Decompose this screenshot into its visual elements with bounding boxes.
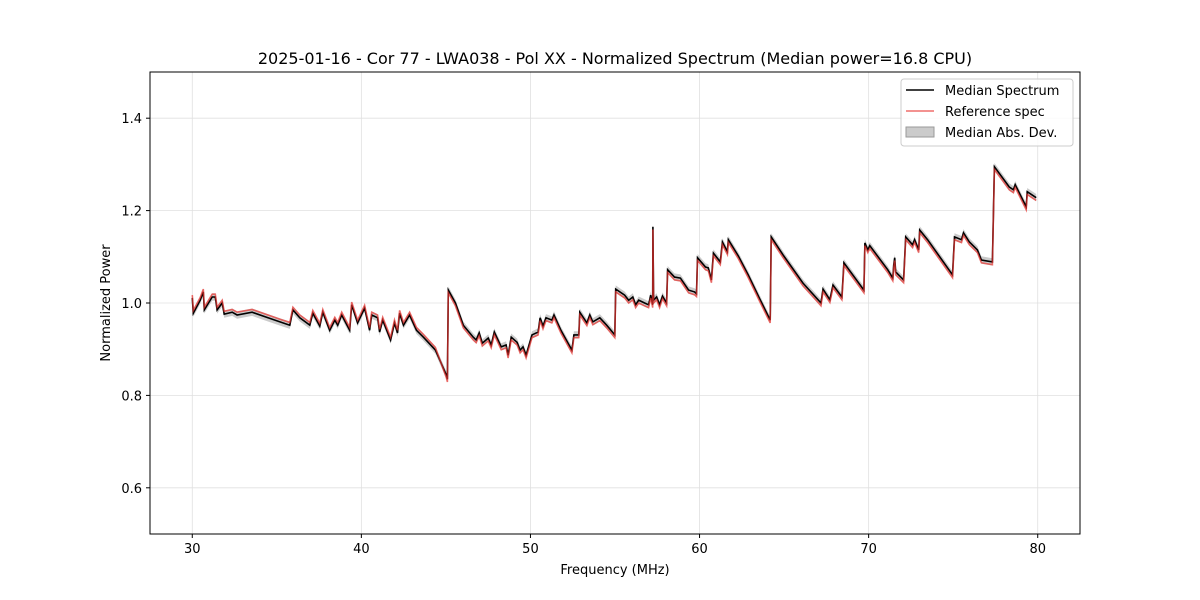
legend-box [900,78,1074,147]
y-tick-label: 1.4 [121,112,142,127]
legend-mad-label: Median Abs. Dev. [945,126,1057,141]
y-tick-label: 1.2 [121,205,142,220]
x-axis-ticks: 30 40 50 60 70 80 [184,534,1046,557]
mad-band [192,163,1037,383]
y-tick-label: 0.6 [121,482,142,497]
legend: Median Spectrum Reference spec Median Ab… [900,78,1074,147]
y-axis-ticks: 0.6 0.8 1.0 1.2 1.4 [121,112,150,497]
x-tick-label: 30 [184,542,201,557]
x-tick-label: 60 [691,542,708,557]
x-tick-label: 80 [1029,542,1046,557]
x-tick-label: 40 [353,542,370,557]
chart-title: 2025-01-16 - Cor 77 - LWA038 - Pol XX - … [258,49,972,68]
x-tick-label: 50 [522,542,539,557]
legend-median-label: Median Spectrum [945,84,1059,99]
y-axis-label: Normalized Power [99,244,114,362]
x-tick-label: 70 [860,542,877,557]
legend-reference-label: Reference spec [945,105,1045,120]
y-tick-label: 1.0 [121,297,142,312]
legend-mad-swatch [905,126,935,138]
x-axis-label: Frequency (MHz) [560,563,669,578]
median-spectrum-line [191,164,1037,380]
reference-spec-line [191,167,1037,383]
y-tick-label: 0.8 [121,389,142,404]
